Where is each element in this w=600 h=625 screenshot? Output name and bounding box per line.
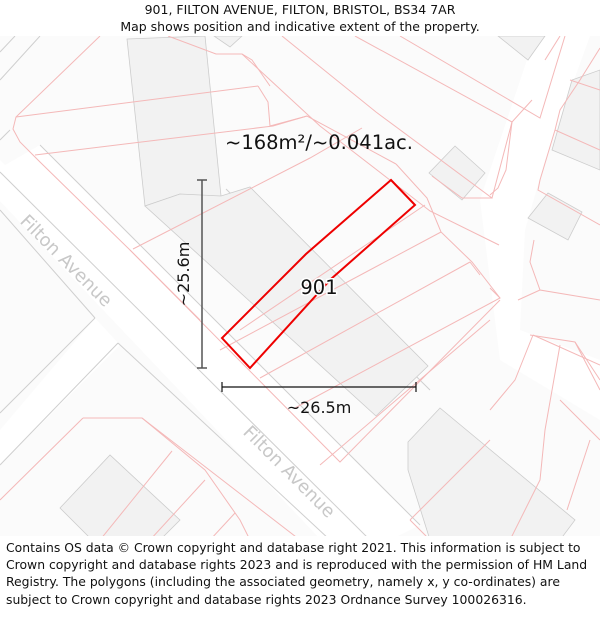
property-number-label: 901 (300, 276, 337, 299)
property-address: 901, FILTON AVENUE, FILTON, BRISTOL, BS3… (144, 2, 456, 17)
copyright-attribution: Contains OS data © Crown copyright and d… (6, 540, 588, 607)
parcel-boundaries (0, 36, 600, 536)
height-dimension-label: ~25.6m (174, 242, 193, 307)
property-outline[interactable] (220, 178, 417, 370)
area-label: ~168m²/~0.041ac. (225, 131, 413, 154)
map-header: 901, FILTON AVENUE, FILTON, BRISTOL, BS3… (0, 0, 600, 36)
map-subtitle: Map shows position and indicative extent… (120, 19, 480, 34)
roads (0, 36, 600, 536)
width-dimension-label: ~26.5m (287, 398, 352, 417)
property-map[interactable]: Filton Avenue Filton Avenue ~168m²/~0.04… (0, 36, 600, 536)
width-dimension-line (221, 382, 417, 392)
height-dimension-line (197, 179, 207, 369)
